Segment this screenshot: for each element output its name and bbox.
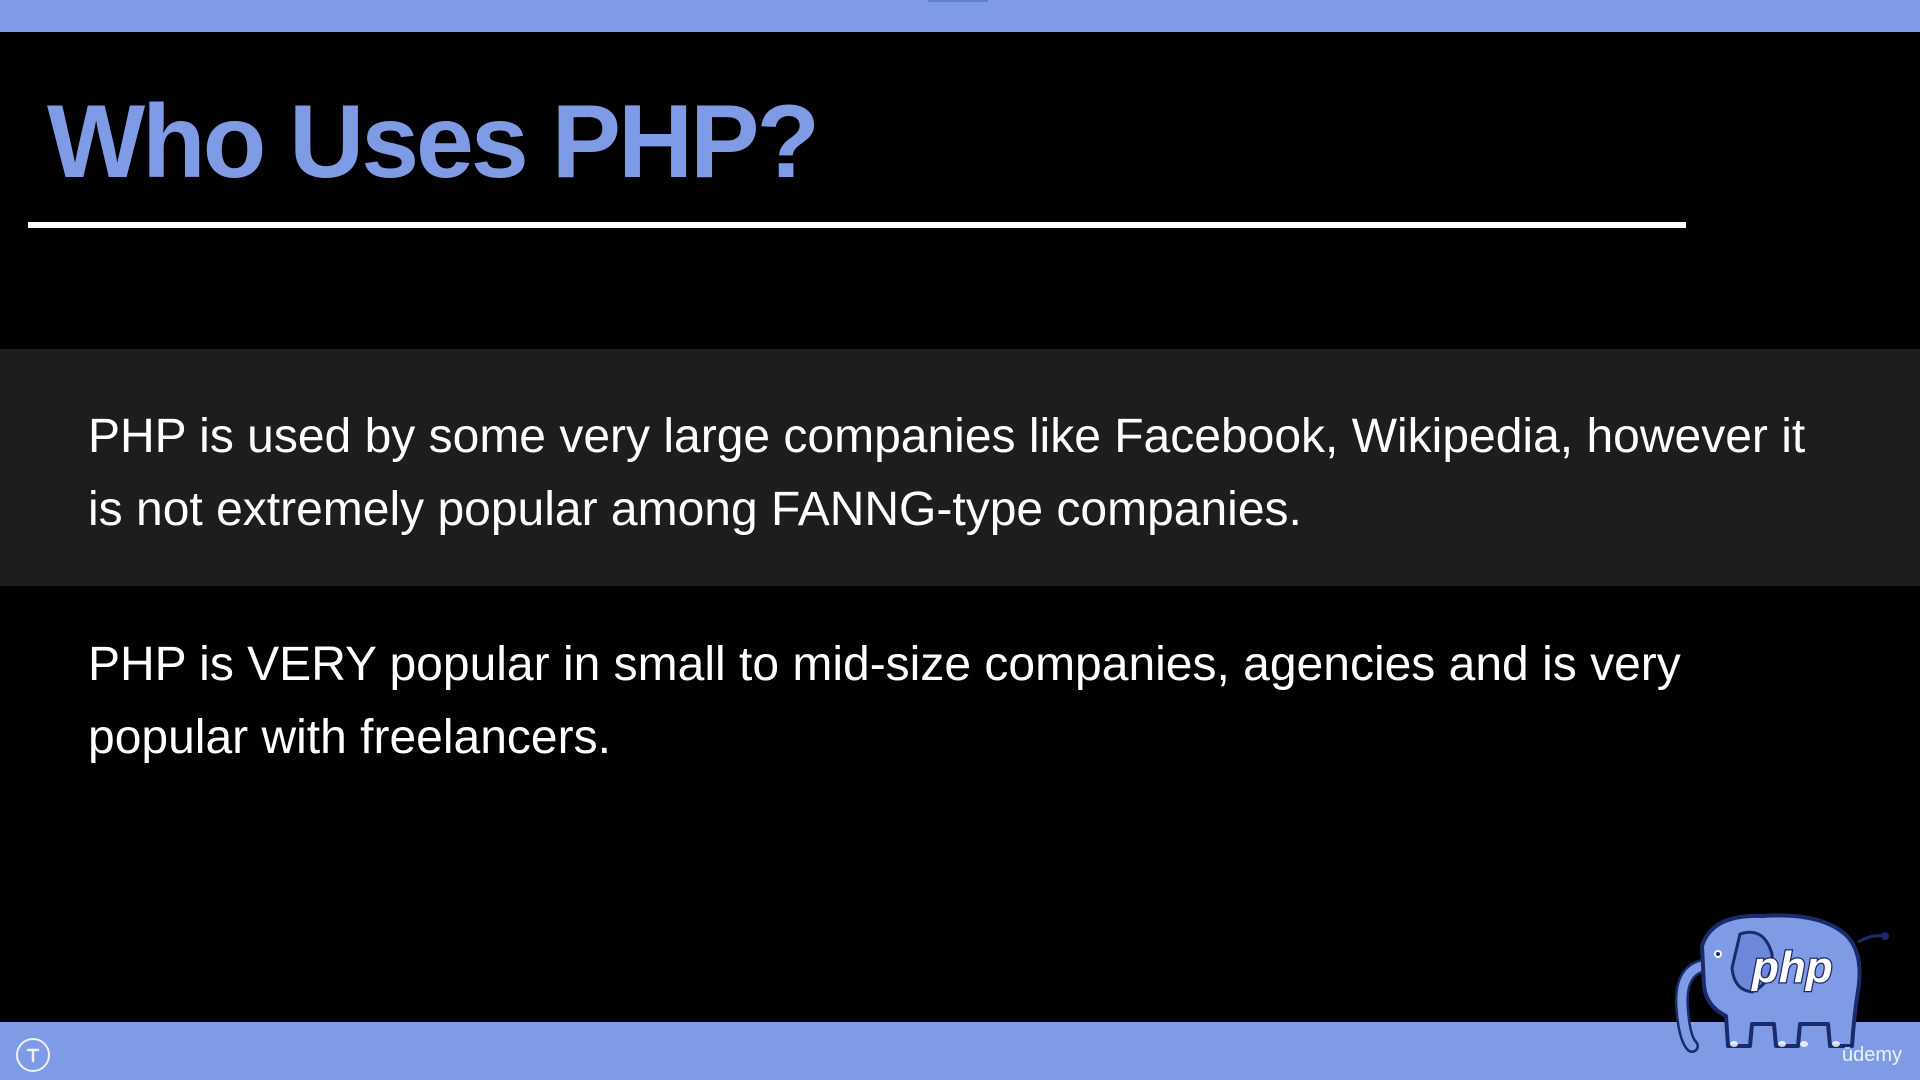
svg-text:php: php <box>1751 943 1833 992</box>
top-accent-bar <box>0 0 1920 32</box>
title-underline <box>28 222 1686 228</box>
paragraph-large-companies: PHP is used by some very large companies… <box>88 410 1806 536</box>
paragraph-small-companies: PHP is VERY popular in small to mid-size… <box>88 638 1681 764</box>
slide-title: Who Uses PHP? <box>47 84 820 200</box>
php-elephant-logo: php <box>1672 906 1892 1056</box>
top-bar-notch <box>928 0 988 2</box>
highlight-band <box>0 349 1920 586</box>
info-circle-icon[interactable] <box>16 1038 50 1072</box>
udemy-watermark: ūdemy <box>1842 1044 1903 1066</box>
bottom-accent-bar <box>0 1022 1920 1080</box>
